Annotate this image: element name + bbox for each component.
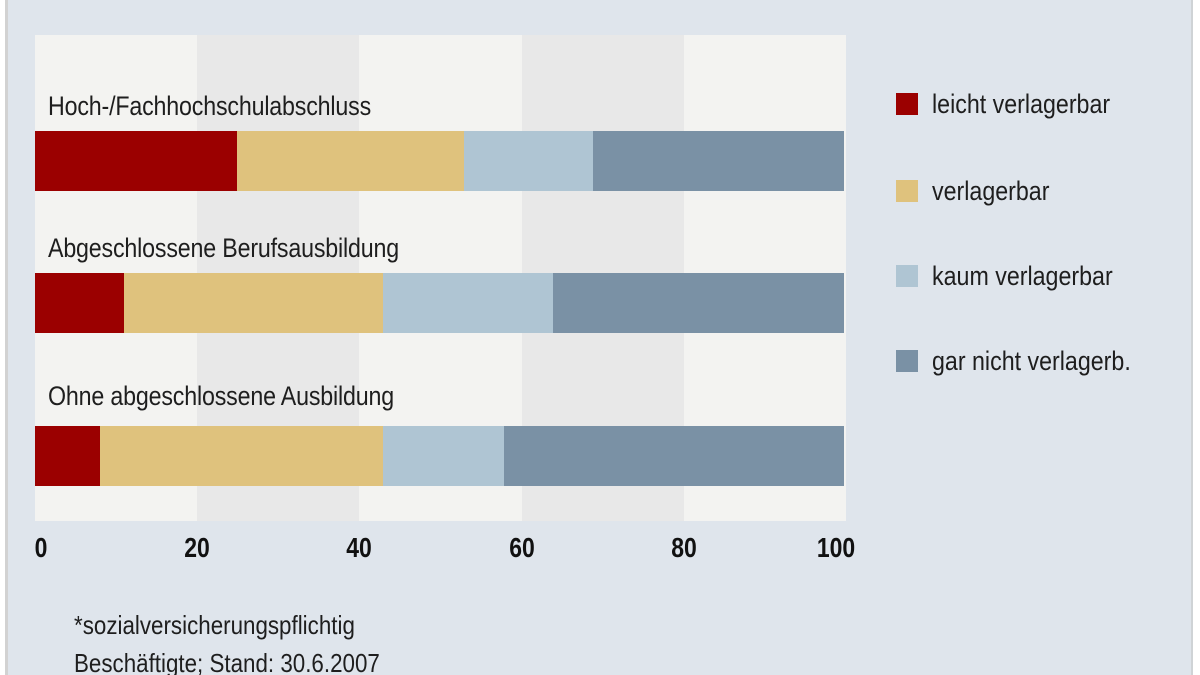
plot-area: Hoch-/Fachhochschulabschluss Abgeschlosse… [35, 35, 846, 521]
bar-segment [593, 131, 844, 191]
legend-item: kaum verlagerbar [896, 261, 1142, 291]
legend-label: gar nicht verlagerb. [932, 345, 1131, 376]
category-label: Abgeschlossene Berufsausbildung [48, 233, 399, 263]
legend-item: verlagerbar [896, 176, 1069, 206]
category-label: Hoch-/Fachhochschulabschluss [48, 91, 372, 121]
footnote-line-2: Beschäftigte; Stand: 30.6.2007 [74, 648, 380, 675]
legend-swatch-icon [896, 265, 918, 287]
legend-label: leicht verlagerbar [932, 88, 1111, 119]
legend-swatch-icon [896, 350, 918, 372]
chart-frame: Hoch-/Fachhochschulabschluss Abgeschlosse… [5, 0, 1193, 675]
bar-segment [123, 273, 383, 333]
bar-segment [463, 131, 594, 191]
stacked-bar [35, 131, 844, 191]
stacked-bar [35, 273, 844, 333]
bar-segment [99, 426, 383, 486]
bar-segment [237, 131, 464, 191]
bar-segment [35, 426, 100, 486]
x-tick-label: 20 [184, 532, 210, 563]
stacked-bar [35, 426, 844, 486]
bar-segment [382, 426, 505, 486]
bar-segment [504, 426, 844, 486]
legend-swatch-icon [896, 93, 918, 115]
category-label: Ohne abgeschlossene Ausbildung [48, 381, 394, 411]
x-tick-label: 40 [346, 532, 373, 563]
x-tick-label: 0 [34, 532, 48, 563]
legend-item: gar nicht verlagerb. [896, 346, 1163, 376]
x-tick-label: 100 [816, 532, 856, 563]
x-tick-label: 60 [508, 532, 535, 563]
bar-segment [35, 273, 124, 333]
footnote-line-1: *sozialversicherungspflichtig [74, 610, 355, 640]
legend-label: verlagerbar [932, 175, 1050, 206]
x-tick-label: 80 [671, 532, 697, 563]
bar-segment [382, 273, 553, 333]
legend-swatch-icon [896, 180, 918, 202]
bar-segment [35, 131, 238, 191]
legend-label: kaum verlagerbar [932, 260, 1113, 291]
bar-segment [552, 273, 844, 333]
legend-item: leicht verlagerbar [896, 89, 1139, 119]
